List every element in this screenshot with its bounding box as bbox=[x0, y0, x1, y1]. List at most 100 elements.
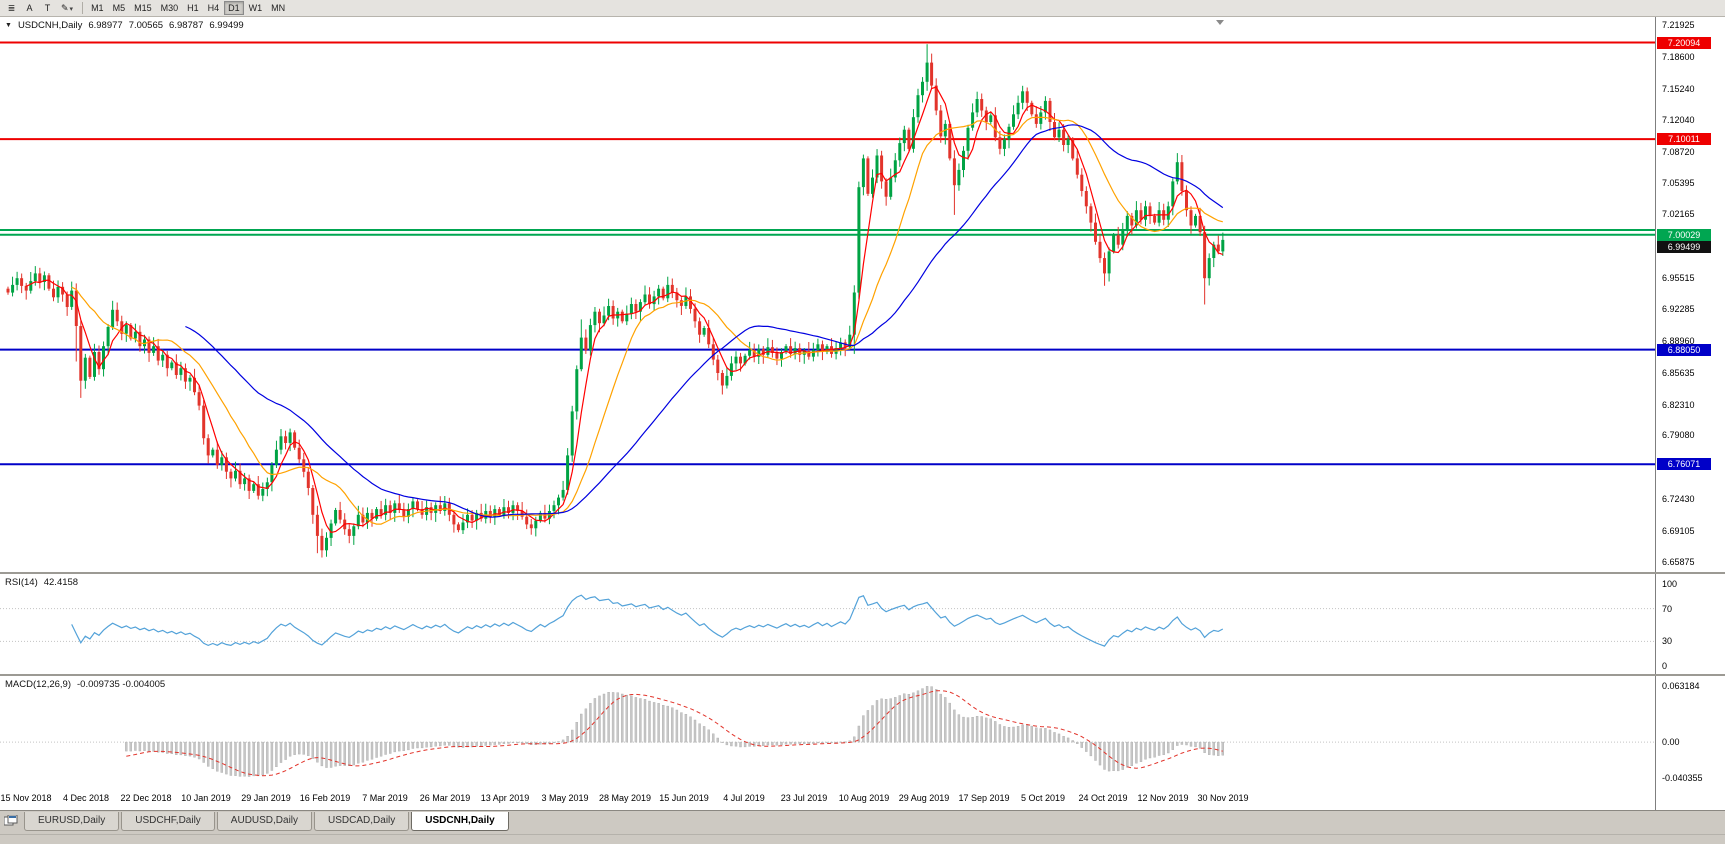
macd-label: MACD(12,26,9) bbox=[5, 679, 71, 690]
moving-average-5 bbox=[25, 86, 1223, 534]
price-badge: 7.00029 bbox=[1657, 229, 1711, 241]
price-scale[interactable]: 7.21925 7.18600 7.15240 7.12040 7.08720 7.053… bbox=[1655, 17, 1725, 810]
macd-histogram bbox=[125, 686, 1225, 777]
chart-shift-marker-icon[interactable] bbox=[1216, 20, 1224, 25]
price-scale-label: 6.72430 bbox=[1662, 494, 1695, 504]
macd-scale-label: 0.00 bbox=[1662, 737, 1680, 747]
date-label: 24 Oct 2019 bbox=[1078, 793, 1128, 803]
timeframe-button-mn[interactable]: MN bbox=[271, 3, 286, 13]
date-label: 16 Feb 2019 bbox=[299, 793, 351, 803]
price-scale-label: 6.85635 bbox=[1662, 368, 1695, 378]
date-label: 22 Dec 2018 bbox=[120, 793, 172, 803]
price-badge: 6.88050 bbox=[1657, 344, 1711, 356]
rsi-scale-label: 30 bbox=[1662, 636, 1673, 646]
date-label: 4 Jul 2019 bbox=[723, 793, 765, 803]
chart-list-icon[interactable]: ≣ bbox=[7, 3, 16, 13]
panel-splitter[interactable] bbox=[0, 674, 1725, 676]
timeframe-button-m5[interactable]: M5 bbox=[112, 3, 126, 13]
timeframe-button-d1[interactable]: D1 bbox=[224, 1, 244, 15]
toolbar-separator bbox=[82, 2, 84, 14]
price-scale-label: 7.05395 bbox=[1662, 178, 1695, 188]
price-scale-label: 6.69105 bbox=[1662, 526, 1695, 536]
chart-windows-icon[interactable] bbox=[2, 812, 20, 830]
date-label: 28 May 2019 bbox=[598, 793, 652, 803]
price-scale-label: 6.88960 bbox=[1662, 336, 1695, 346]
price-badge: 7.20094 bbox=[1657, 37, 1711, 49]
date-label: 3 May 2019 bbox=[541, 793, 589, 803]
date-label: 13 Apr 2019 bbox=[480, 793, 530, 803]
macd-header: MACD(12,26,9) -0.009735 -0.004005 bbox=[5, 679, 165, 690]
price-badge: 6.76071 bbox=[1657, 458, 1711, 470]
symbol-dropdown-icon[interactable]: ▼ bbox=[5, 22, 12, 29]
tab-usdcad[interactable]: USDCAD,Daily bbox=[314, 812, 410, 831]
price-scale-label: 6.95515 bbox=[1662, 273, 1695, 283]
ohlc-open: 6.98977 bbox=[88, 20, 123, 31]
date-label: 5 Oct 2019 bbox=[1020, 793, 1066, 803]
tab-usdcnh[interactable]: USDCNH,Daily bbox=[411, 812, 509, 831]
date-label: 10 Jan 2019 bbox=[181, 793, 231, 803]
macd-scale-label: 0.063184 bbox=[1662, 681, 1700, 691]
date-label: 10 Aug 2019 bbox=[838, 793, 890, 803]
tab-usdchf[interactable]: USDCHF,Daily bbox=[121, 812, 215, 831]
date-label: 12 Nov 2019 bbox=[1137, 793, 1189, 803]
rsi-scale-label: 70 bbox=[1662, 604, 1673, 614]
price-scale-label: 6.65875 bbox=[1662, 557, 1695, 567]
price-scale-label: 7.02165 bbox=[1662, 209, 1695, 219]
rsi-scale-label: 0 bbox=[1662, 661, 1668, 671]
dropdown-caret-icon: ▾ bbox=[69, 6, 74, 13]
date-label: 15 Jun 2019 bbox=[659, 793, 709, 803]
timeframe-button-m15[interactable]: M15 bbox=[134, 3, 152, 13]
price-scale-label: 7.18600 bbox=[1662, 52, 1695, 62]
price-scale-label: 6.79080 bbox=[1662, 430, 1695, 440]
panel-splitter[interactable] bbox=[0, 572, 1725, 574]
status-bar bbox=[0, 834, 1725, 844]
symbol-header: ▼ USDCNH,Daily 6.98977 7.00565 6.98787 6… bbox=[5, 20, 244, 31]
date-label: 4 Dec 2018 bbox=[62, 793, 110, 803]
rsi-panel-canvas[interactable] bbox=[0, 574, 1655, 674]
date-label: 29 Jan 2019 bbox=[241, 793, 291, 803]
tab-eurusd[interactable]: EURUSD,Daily bbox=[24, 812, 120, 831]
price-scale-label: 6.92285 bbox=[1662, 304, 1695, 314]
date-label: 17 Sep 2019 bbox=[958, 793, 1010, 803]
rsi-label: RSI(14) bbox=[5, 577, 38, 588]
price-badge: 7.10011 bbox=[1657, 133, 1711, 145]
macd-panel-canvas[interactable] bbox=[0, 676, 1655, 788]
timeframe-button-m30[interactable]: M30 bbox=[160, 3, 179, 13]
date-label: 23 Jul 2019 bbox=[780, 793, 828, 803]
rsi-line bbox=[71, 594, 1224, 647]
date-label: 29 Aug 2019 bbox=[898, 793, 950, 803]
symbol-label: USDCNH,Daily bbox=[17, 20, 83, 31]
price-scale-label: 7.15240 bbox=[1662, 84, 1695, 94]
main-chart-canvas[interactable] bbox=[0, 17, 1655, 572]
timeframe-button-h4[interactable]: H4 bbox=[207, 3, 220, 13]
cursor-tool-icon[interactable]: A bbox=[26, 3, 33, 13]
moving-average-15 bbox=[71, 116, 1223, 525]
ohlc-close: 6.99499 bbox=[209, 20, 244, 31]
macd-signal-line bbox=[126, 690, 1223, 777]
top-toolbar: ≣ A T ✎▾ M1 M5 M15 M30 H1 H4 D1 W1 MN bbox=[0, 0, 1725, 17]
candles bbox=[6, 44, 1225, 558]
tab-audusd[interactable]: AUDUSD,Daily bbox=[216, 812, 313, 831]
price-scale-label: 7.08720 bbox=[1662, 147, 1695, 157]
timeframe-button-m1[interactable]: M1 bbox=[91, 3, 104, 13]
macd-scale-label: -0.040355 bbox=[1662, 773, 1703, 783]
chart-tab-bar: EURUSD,Daily USDCHF,Daily AUDUSD,Daily USDC… bbox=[0, 810, 1725, 834]
date-label: 7 Mar 2019 bbox=[362, 793, 408, 803]
rsi-scale-label: 100 bbox=[1662, 579, 1678, 589]
draw-tool-icon[interactable]: ✎▾ bbox=[61, 3, 74, 13]
current-price-badge: 6.99499 bbox=[1657, 241, 1711, 253]
macd-values: -0.009735 -0.004005 bbox=[77, 679, 166, 690]
date-axis[interactable]: 15 Nov 2018 4 Dec 2018 22 Dec 2018 10 Jan 2… bbox=[0, 788, 1655, 810]
date-label: 15 Nov 2018 bbox=[0, 793, 52, 803]
price-scale-label: 7.12040 bbox=[1662, 115, 1695, 125]
timeframe-button-h1[interactable]: H1 bbox=[187, 3, 199, 13]
rsi-value: 42.4158 bbox=[43, 577, 79, 588]
text-tool-icon[interactable]: T bbox=[44, 3, 51, 13]
moving-average-40 bbox=[185, 124, 1224, 518]
ohlc-low: 6.98787 bbox=[169, 20, 204, 31]
timeframe-button-w1[interactable]: W1 bbox=[248, 3, 263, 13]
date-label: 30 Nov 2019 bbox=[1197, 793, 1249, 803]
rsi-header: RSI(14) 42.4158 bbox=[5, 577, 78, 588]
price-scale-label: 6.82310 bbox=[1662, 400, 1695, 410]
